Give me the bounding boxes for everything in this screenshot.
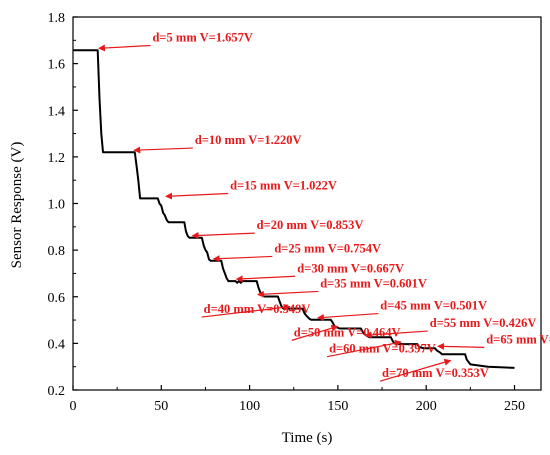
annotation-label: d=45 mm V=0.501V bbox=[380, 299, 487, 313]
annotation-arrow bbox=[379, 358, 452, 382]
annotation-arrow bbox=[256, 290, 319, 298]
annotation-arrow bbox=[316, 312, 379, 321]
annotation-label: d=10 mm V=1.220V bbox=[195, 133, 302, 147]
annotation-arrow bbox=[291, 324, 339, 341]
y-axis-title: Sensor Response (V) bbox=[9, 142, 25, 269]
annotation-label: d=50 mm V=0.464V bbox=[294, 325, 401, 339]
y-tick-label: 1.4 bbox=[48, 104, 66, 119]
annotation-label: d=5 mm V=1.657V bbox=[152, 30, 252, 44]
annotation-arrow bbox=[201, 303, 291, 318]
y-tick-label: 1.2 bbox=[48, 151, 66, 166]
annotation-label: d=40 mm V=0.549V bbox=[204, 302, 311, 316]
annotation-arrow bbox=[437, 342, 485, 350]
annotation-arrow bbox=[97, 44, 151, 52]
y-tick-label: 0.2 bbox=[48, 384, 66, 399]
y-tick-label: 1.0 bbox=[48, 198, 66, 213]
annotation-label: d=15 mm V=1.022V bbox=[230, 179, 337, 193]
annotation-label: d=60 mm V=0.397V bbox=[329, 342, 436, 356]
x-tick-label: 150 bbox=[327, 399, 348, 414]
y-tick-label: 1.8 bbox=[48, 11, 66, 26]
x-tick-label: 250 bbox=[504, 399, 525, 414]
annotation-label: d=20 mm V=0.853V bbox=[257, 218, 364, 232]
x-tick-label: 200 bbox=[416, 399, 437, 414]
annotation-arrow bbox=[235, 275, 296, 283]
x-tick-label: 100 bbox=[239, 399, 260, 414]
x-axis-title: Time (s) bbox=[282, 430, 333, 446]
y-tick-label: 0.8 bbox=[48, 244, 66, 259]
annotation-arrow bbox=[212, 255, 273, 263]
annotations: d=5 mm V=1.657V d=10 mm V=1.220V d=15 mm V… bbox=[97, 30, 550, 382]
annotation-label: d=70 mm V=0.353V bbox=[382, 366, 489, 380]
annotation-label: d=65 mm V=0.379V bbox=[486, 332, 550, 346]
annotation-label: d=30 mm V=0.667V bbox=[297, 261, 404, 275]
annotation-arrow bbox=[364, 330, 428, 339]
y-tick-label: 0.6 bbox=[48, 291, 66, 306]
annotation-arrow bbox=[191, 232, 255, 240]
annotation-arrow bbox=[326, 339, 402, 358]
y-tick-label: 0.4 bbox=[48, 337, 66, 352]
axis-ticks: 0 50 100 150 200 250 0.2 0.4 0.6 0.8 1.0 1.2 1.4 1.6 1… bbox=[48, 11, 526, 414]
annotation-arrow bbox=[165, 192, 229, 200]
y-tick-label: 1.6 bbox=[48, 58, 66, 73]
annotation-label: d=25 mm V=0.754V bbox=[274, 241, 381, 255]
x-tick-label: 50 bbox=[154, 399, 168, 414]
x-tick-label: 0 bbox=[70, 399, 77, 414]
annotation-label: d=35 mm V=0.601V bbox=[320, 276, 427, 290]
annotation-arrow bbox=[133, 146, 193, 154]
annotation-label: d=55 mm V=0.426V bbox=[430, 316, 537, 330]
